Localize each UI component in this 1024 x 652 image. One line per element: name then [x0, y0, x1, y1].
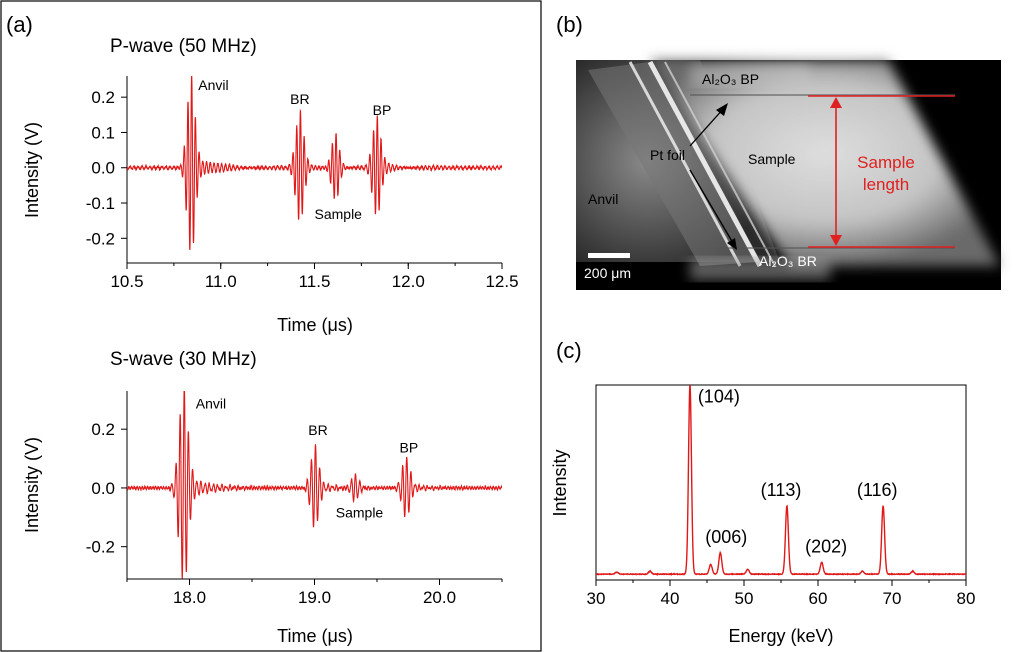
p-wave-x-tick-label: 12.5 [485, 272, 518, 291]
xrd-peak-label: (202) [805, 537, 847, 557]
xrd-x-label: Energy (keV) [728, 626, 833, 646]
s-wave-y-tick-label: 0.0 [91, 479, 115, 498]
s-wave-y-label: Intensity (V) [22, 437, 42, 533]
sample-length-label-2: length [863, 175, 909, 194]
xrd-chart: 30 40 50 60 70 80 (104) (006) (113) (202) (116) E… [550, 384, 976, 646]
al2o3-bp-glow [690, 64, 810, 86]
xrd-x-tick-label: 70 [883, 589, 902, 608]
p-wave-x-tick-label: 10.5 [110, 272, 143, 291]
p-wave-title: P-wave (50 MHz) [110, 36, 257, 57]
sample-length-label-1: Sample [857, 153, 915, 172]
p-wave-y-tick-label: -0.1 [86, 194, 115, 213]
p-wave-annotation-sample: Sample [315, 206, 363, 222]
s-wave-series-line [127, 391, 502, 579]
s-wave-x-label: Time (μs) [277, 626, 353, 646]
p-wave-series-line [127, 76, 502, 251]
p-wave-x-tick-label: 11.5 [299, 272, 331, 291]
p-wave-x-tick-label: 12.0 [392, 272, 425, 291]
s-wave-y-tick-label: 0.2 [91, 420, 115, 439]
panel-a-label: (a) [6, 12, 33, 37]
p-wave-y-tick-label: 0.2 [91, 88, 115, 107]
s-wave-x-tick-label: 19.0 [298, 588, 331, 607]
al2o3-br-label: Al₂O₃ BR [759, 253, 817, 269]
xrd-x-tick-label: 30 [587, 589, 606, 608]
al2o3-br-glow [690, 258, 830, 280]
p-wave-x-label: Time (μs) [277, 315, 353, 335]
s-wave-x-tick-label: 20.0 [423, 588, 456, 607]
p-wave-annotation-anvil: Anvil [198, 77, 228, 93]
p-wave-y-tick-label: -0.2 [86, 229, 115, 248]
pt-foil-arrow-up [689, 107, 725, 147]
xrd-peak-label: (113) [761, 480, 802, 500]
pt-foil-arrowhead-up [716, 103, 728, 116]
sample-length-arrowhead-up [830, 97, 842, 108]
sample-label: Sample [748, 151, 796, 167]
sample-region [650, 60, 1000, 266]
xrd-peak-label: (104) [698, 387, 740, 407]
p-wave-x-tick-label: 11.0 [205, 272, 237, 291]
panel-c-label: (c) [556, 338, 582, 363]
sample-length-arrowhead-down [830, 235, 842, 246]
pt-foil-arrowhead-down [727, 238, 737, 250]
s-wave-x-tick-label: 18.0 [173, 588, 206, 607]
p-wave-annotation-br: BR [290, 91, 309, 107]
p-wave-y-label: Intensity (V) [22, 122, 42, 218]
s-wave-annotation-br: BR [308, 422, 327, 438]
s-wave-annotation-sample: Sample [336, 504, 384, 520]
xrd-y-label: Intensity [550, 449, 570, 516]
xrd-x-tick-label: 50 [735, 589, 754, 608]
pt-foil-label: Pt foil [650, 147, 685, 163]
s-wave-annotation-bp: BP [400, 440, 419, 456]
al2o3-bp-label: Al₂O₃ BP [702, 71, 759, 87]
p-wave-annotation-bp: BP [373, 102, 392, 118]
scale-bar [588, 253, 630, 258]
panel-b-label: (b) [556, 12, 583, 37]
pt-foil-line-3 [664, 61, 776, 267]
anvil-label: Anvil [588, 191, 618, 207]
p-wave-y-tick-label: 0.0 [91, 159, 115, 178]
xrd-x-tick-label: 80 [957, 589, 976, 608]
pt-foil-arrow-down [689, 169, 734, 244]
s-wave-annotation-anvil: Anvil [196, 396, 226, 412]
p-wave-chart: P-wave (50 MHz) 10.5 11.0 11.5 12.0 12.5 0.2 0… [22, 36, 519, 335]
micrograph: Al₂O₃ BP Al₂O₃ BR Pt foil Sample Anvil 2… [576, 60, 1001, 290]
panel-a-frame [0, 0, 542, 652]
scale-bar-label: 200 μm [584, 265, 631, 281]
s-wave-chart: S-wave (30 MHz) 18.0 19.0 20.0 0.2 0.0 -0.2 A… [22, 349, 503, 646]
xrd-x-tick-label: 40 [661, 589, 680, 608]
s-wave-title: S-wave (30 MHz) [110, 349, 257, 370]
xrd-peak-label: (116) [857, 480, 898, 500]
xrd-x-tick-label: 60 [809, 589, 828, 608]
xrd-peak-label: (006) [705, 527, 747, 547]
pt-foil-line-1 [628, 61, 742, 267]
p-wave-y-tick-label: 0.1 [91, 123, 115, 142]
xrd-series-line [596, 385, 966, 576]
s-wave-y-tick-label: -0.2 [86, 538, 115, 557]
pt-foil-line-2 [647, 60, 763, 268]
